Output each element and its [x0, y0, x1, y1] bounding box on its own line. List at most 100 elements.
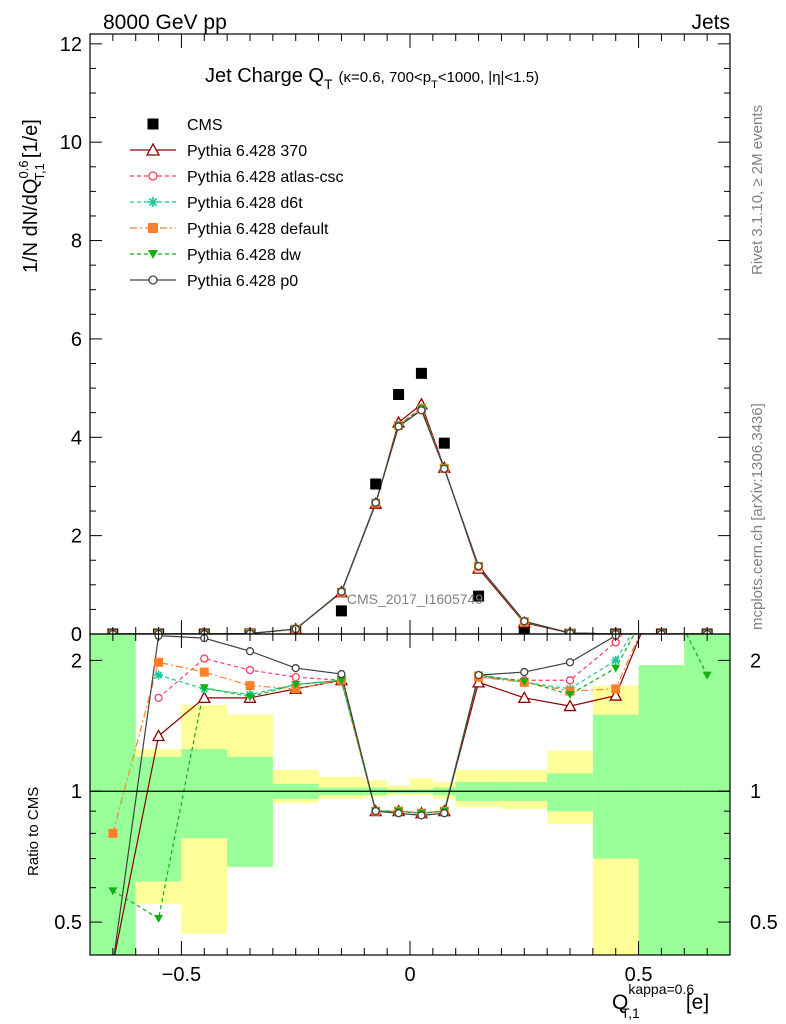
- header-energy: 8000 GeV pp: [103, 11, 227, 34]
- legend-marker: [145, 142, 161, 156]
- ratio-point: [611, 684, 621, 694]
- rivet-version-label: Rivet 3.1.10, ≥ 2M events: [749, 105, 766, 275]
- main-y-tick-label: 6: [71, 329, 82, 351]
- ratio-point: [520, 667, 529, 677]
- legend: CMS Pythia 6.428 370 Pythia 6.428 atlas-cs…: [130, 117, 344, 290]
- ratio-point: [200, 654, 209, 663]
- ratio-point: [245, 647, 255, 656]
- ratio-line: [112, 634, 708, 920]
- ratio-point: [154, 693, 163, 702]
- data-point: [371, 498, 380, 507]
- ratio-y-tick-label: 0.5: [54, 912, 82, 934]
- ratio-point: [199, 684, 209, 693]
- ratio-point: [611, 655, 621, 665]
- data-point: [394, 422, 403, 431]
- ratio-band-green: [181, 749, 228, 839]
- data-point: [393, 388, 405, 400]
- ratio-y-tick-label: 2: [750, 650, 761, 672]
- ratio-point: [108, 887, 118, 896]
- ratio-band-green: [227, 756, 273, 867]
- legend-marker: [148, 171, 158, 181]
- legend-entry-label: Pythia 6.428 default: [187, 221, 329, 238]
- ratio-y-tick-label: 0.5: [750, 912, 778, 934]
- main-title: Jet Charge QT (κ=0.6, 700<pT<1000, |η|<1.…: [205, 65, 539, 92]
- ratio-point: [565, 658, 575, 667]
- legend-marker: [148, 250, 158, 259]
- ratio-point: [151, 729, 166, 742]
- main-y-axis-label: 1/N dN/dQ0.6T,1[1/e]: [16, 119, 47, 273]
- data-point: [440, 464, 449, 473]
- data-point: [337, 587, 346, 596]
- ratio-point: [702, 671, 712, 680]
- data-point: [370, 478, 382, 490]
- legend-entry-label: Pythia 6.428 d6t: [187, 195, 303, 212]
- data-point: [473, 590, 485, 602]
- ratio-point: [245, 665, 255, 675]
- ratio-point: [199, 667, 209, 677]
- ratio-y-tick-label: 2: [71, 650, 82, 672]
- ratio-band-green: [592, 714, 639, 859]
- x-tick-label: 0.5: [625, 964, 653, 986]
- ratio-point: [245, 681, 255, 691]
- legend-entry-label: Pythia 6.428 dw: [187, 247, 301, 264]
- ratio-band-green: [547, 773, 593, 812]
- ratio-point: [563, 699, 577, 712]
- ratio-point: [394, 809, 403, 818]
- header-process: Jets: [691, 11, 730, 34]
- ratio-point: [336, 676, 346, 685]
- legend-marker: [148, 197, 158, 207]
- ratio-point: [471, 675, 486, 688]
- legend-entry-label: Pythia 6.428 p0: [187, 273, 298, 290]
- main-y-tick-label: 10: [60, 132, 82, 154]
- data-point: [438, 437, 450, 449]
- ratio-point: [108, 828, 118, 838]
- ratio-line: [113, 634, 618, 955]
- ratio-point: [291, 681, 301, 690]
- ratio-point: [154, 670, 164, 680]
- ratio-uncertainty-bands: [90, 634, 730, 955]
- ratio-band-green: [90, 634, 136, 955]
- main-y-tick-label: 4: [71, 427, 82, 449]
- ratio-plot-content: [108, 634, 712, 955]
- ratio-point: [519, 677, 529, 686]
- main-y-tick-label: 12: [60, 34, 82, 56]
- ratio-point: [154, 657, 164, 667]
- ratio-point: [371, 806, 380, 816]
- ratio-band-green: [135, 756, 182, 882]
- ratio-line: [112, 634, 641, 834]
- ratio-y-axis-label: Ratio to CMS: [25, 787, 42, 876]
- legend-marker: [147, 118, 159, 130]
- ratio-point: [565, 690, 575, 699]
- main-plot-frame: [89, 33, 731, 635]
- ratio-point: [517, 690, 531, 703]
- ratio-point: [245, 693, 255, 702]
- data-point: [415, 367, 427, 379]
- ratio-point: [154, 914, 164, 923]
- ratio-point: [291, 673, 300, 682]
- data-point: [335, 605, 347, 617]
- legend-entry-label: Pythia 6.428 atlas-csc: [187, 169, 344, 186]
- ratio-point: [197, 690, 211, 703]
- ratio-point: [440, 809, 449, 818]
- legend-marker: [148, 275, 158, 285]
- ratio-band-green: [638, 665, 685, 955]
- ratio-point: [337, 669, 346, 679]
- ratio-y-tick-label: 1: [71, 781, 82, 803]
- main-y-tick-label: 2: [71, 526, 82, 548]
- ratio-y-tick-label: 1: [750, 781, 761, 803]
- x-axis-label: Qkappa=0.6 T,1 [e]: [612, 981, 709, 1021]
- legend-entry-label: CMS: [187, 117, 223, 134]
- analysis-watermark: CMS_2017_I1605749: [347, 591, 483, 607]
- x-tick-label: 0: [404, 964, 415, 986]
- main-y-tick-label: 0: [71, 624, 82, 646]
- mcplots-reference-label: mcplots.cern.ch [arXiv:1306.3436]: [749, 403, 766, 630]
- ratio-point: [474, 670, 483, 680]
- ratio-point: [609, 688, 623, 701]
- legend-marker: [148, 223, 158, 233]
- data-point: [417, 406, 426, 415]
- ratio-point: [611, 664, 621, 673]
- ratio-point: [417, 811, 426, 820]
- x-tick-label: −0.5: [162, 964, 201, 986]
- data-point: [520, 617, 529, 626]
